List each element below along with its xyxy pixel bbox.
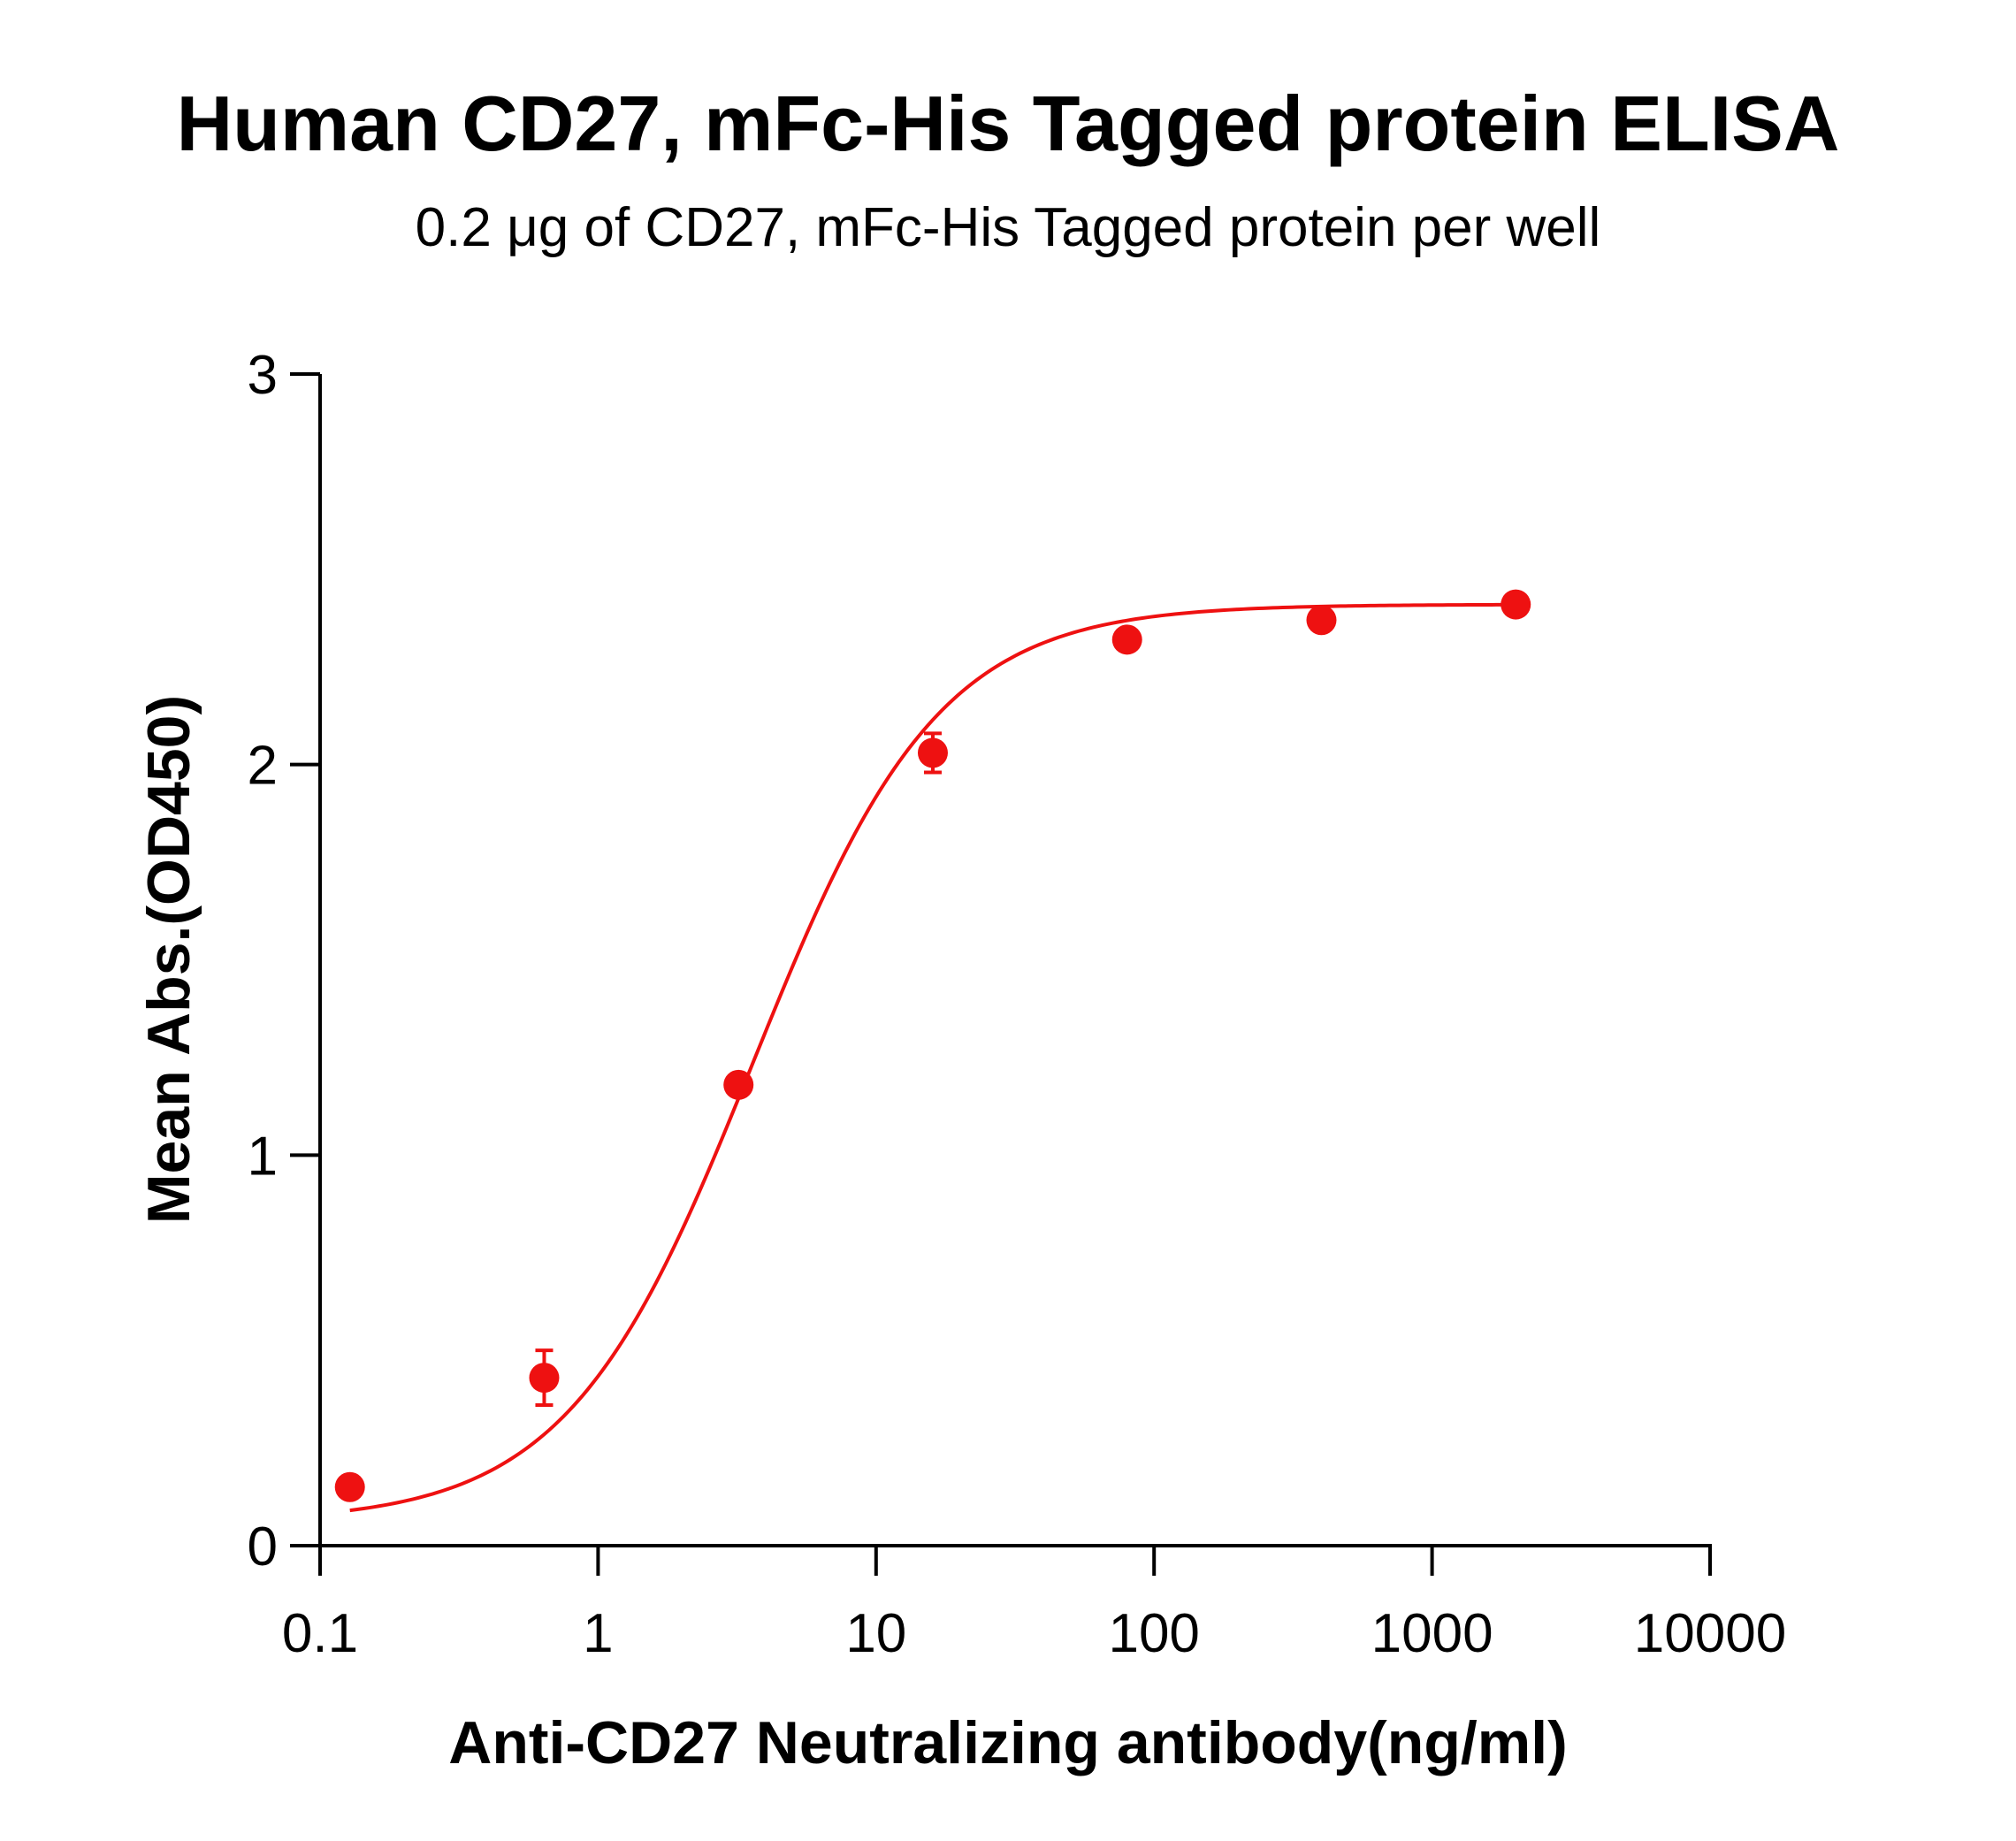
x-tick-label: 0.1: [282, 1603, 358, 1664]
x-tick-label: 1: [583, 1603, 613, 1664]
chart-subtitle: 0.2 μg of CD27, mFc-His Tagged protein p…: [416, 197, 1601, 258]
data-point: [1111, 624, 1142, 655]
x-tick-label: 100: [1108, 1603, 1199, 1664]
y-tick-label: 3: [248, 345, 278, 406]
data-point: [1306, 605, 1337, 636]
data-points: [334, 589, 1531, 1502]
x-tick-label: 10000: [1634, 1603, 1786, 1664]
data-point: [723, 1069, 754, 1100]
data-point: [529, 1363, 560, 1394]
y-tick-label: 2: [248, 736, 278, 797]
plot-area: 0 1 2 3 0.1 1 10 100 1000 10000: [248, 345, 1787, 1664]
error-bars: [535, 731, 942, 1407]
axes: [318, 374, 1712, 1547]
x-tick-label: 1000: [1371, 1603, 1493, 1664]
y-tick-label: 0: [248, 1516, 278, 1577]
x-tick-label: 10: [845, 1603, 906, 1664]
data-point: [1501, 589, 1531, 620]
data-point: [917, 737, 948, 768]
chart-title: Human CD27, mFc-His Tagged protein ELISA: [177, 80, 1840, 167]
y-tick-label: 1: [248, 1126, 278, 1187]
x-axis-label: Anti-CD27 Neutralizing antibody(ng/ml): [448, 1709, 1568, 1776]
data-point: [334, 1471, 365, 1502]
axis-ticks: 0 1 2 3 0.1 1 10 100 1000 10000: [248, 345, 1787, 1664]
y-axis-label: Mean Abs.(OD450): [135, 695, 202, 1224]
